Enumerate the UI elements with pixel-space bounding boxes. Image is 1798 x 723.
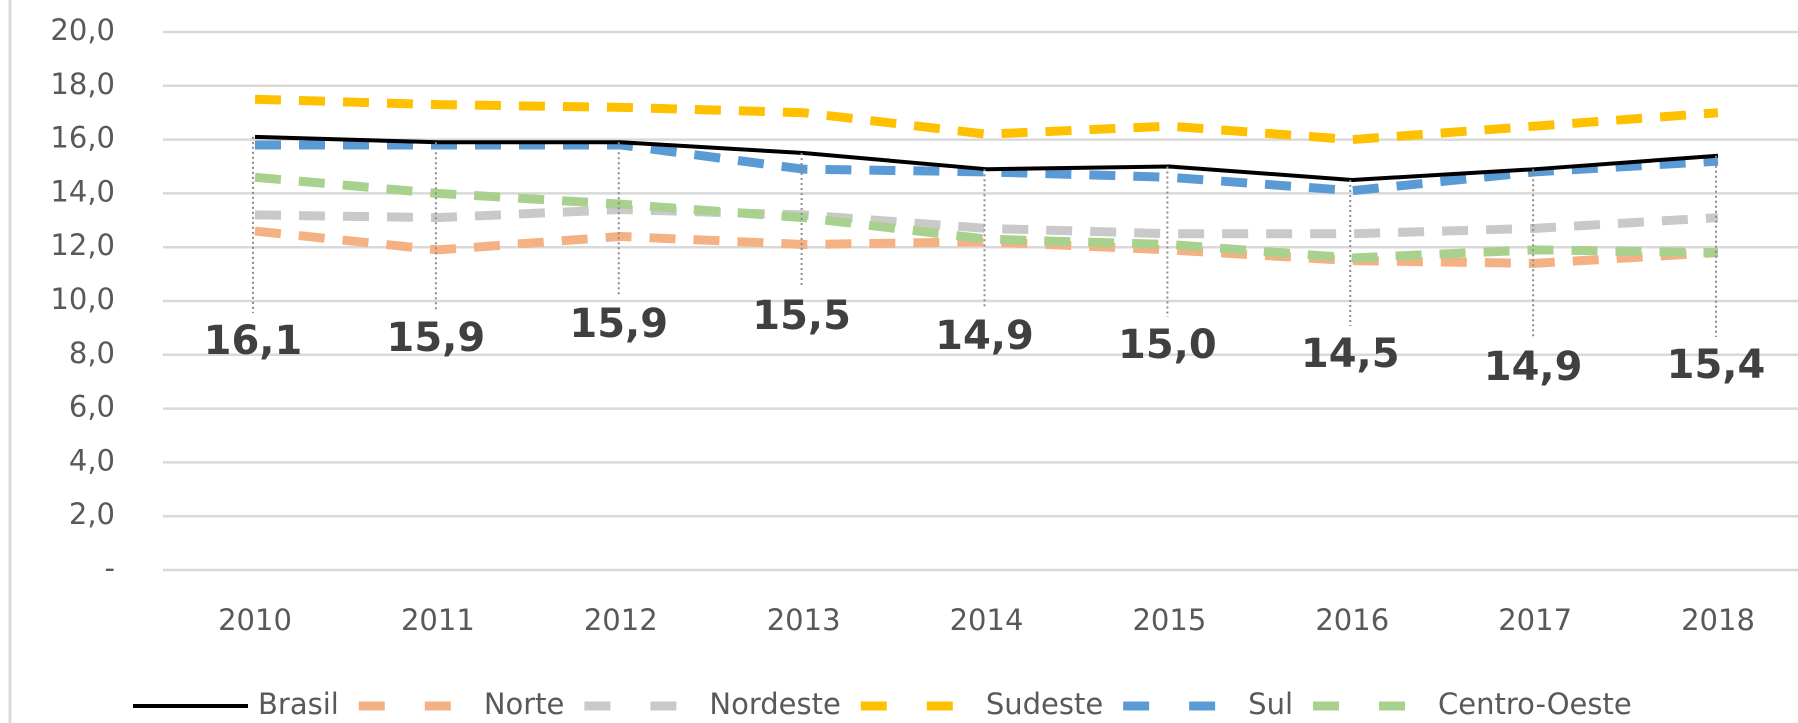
data-label: 15,0 — [1118, 322, 1217, 368]
legend-label: Sudeste — [986, 687, 1103, 721]
series-line — [254, 134, 1719, 182]
series-line — [254, 172, 1719, 263]
y-tick-label: 12,0 — [50, 228, 115, 262]
x-tick-label: 2010 — [218, 603, 292, 637]
x-tick-label: 2014 — [950, 603, 1024, 637]
y-tick-label: 18,0 — [50, 67, 115, 101]
data-label: 16,1 — [204, 318, 303, 364]
data-label: 15,9 — [387, 315, 486, 361]
series-line — [254, 205, 1719, 239]
y-tick-label: 2,0 — [69, 497, 115, 531]
y-tick-label: 8,0 — [69, 336, 115, 370]
x-tick-label: 2016 — [1315, 603, 1389, 637]
x-tick-label: 2018 — [1681, 603, 1755, 637]
x-tick-label: 2012 — [584, 603, 658, 637]
series-line — [255, 140, 1719, 196]
legend-label: Norte — [484, 687, 565, 721]
y-tick-label: - — [105, 551, 115, 585]
data-label: 14,5 — [1301, 331, 1400, 377]
x-tick-label: 2015 — [1132, 603, 1206, 637]
legend-label: Brasil — [258, 687, 339, 721]
y-tick-label: 20,0 — [50, 13, 115, 47]
data-label: 14,9 — [935, 313, 1034, 359]
y-tick-label: 14,0 — [50, 174, 115, 208]
x-tick-label: 2017 — [1498, 603, 1572, 637]
x-tick-label: 2013 — [767, 603, 841, 637]
x-tick-label: 2011 — [401, 603, 475, 637]
series-line — [254, 226, 1719, 268]
y-tick-label: 6,0 — [69, 390, 115, 424]
series-line — [254, 94, 1719, 145]
data-label: 14,9 — [1484, 344, 1583, 390]
y-tick-label: 4,0 — [69, 443, 115, 477]
y-tick-label: 16,0 — [50, 121, 115, 155]
data-label: 15,4 — [1667, 342, 1766, 388]
legend-label: Sul — [1248, 687, 1293, 721]
data-label: 15,9 — [569, 301, 668, 347]
data-label: 15,5 — [752, 293, 851, 339]
legend-label: Nordeste — [709, 687, 840, 721]
legend-label: Centro-Oeste — [1438, 687, 1632, 721]
y-tick-label: 10,0 — [50, 282, 115, 316]
